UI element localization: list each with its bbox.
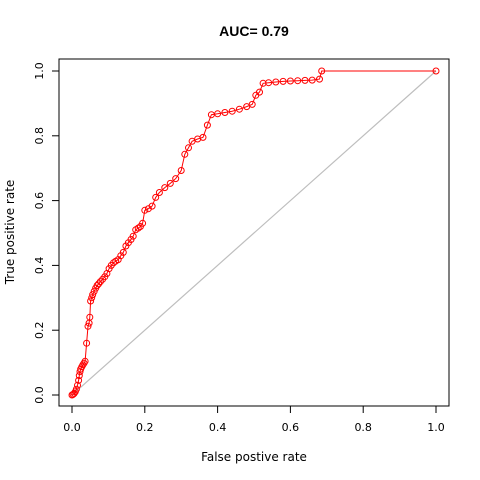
roc-point <box>308 76 316 84</box>
roc-point <box>235 105 243 113</box>
roc-point <box>134 224 142 232</box>
roc-point <box>181 150 189 158</box>
roc-point <box>96 278 104 286</box>
roc-point <box>279 77 287 85</box>
y-tick-label: 0.2 <box>33 321 46 339</box>
diagonal-reference-line <box>71 70 437 396</box>
roc-point <box>90 287 98 295</box>
roc-point <box>75 376 83 384</box>
x-tick-label: 0.0 <box>63 421 81 434</box>
roc-point <box>119 248 127 256</box>
chart-title: AUC= 0.79 <box>219 23 289 39</box>
roc-point <box>83 339 91 347</box>
roc-point <box>81 357 89 365</box>
roc-point <box>86 313 94 321</box>
roc-point <box>72 385 80 393</box>
roc-point <box>70 389 78 397</box>
roc-point <box>152 193 160 201</box>
roc-point <box>129 232 137 240</box>
plot-area: 0.0 0.2 0.4 0.6 0.8 1.0 0.0 0.2 0.4 0.6 0.8 1.0 <box>33 58 450 434</box>
roc-point <box>141 206 149 214</box>
x-axis-label: False postive rate <box>201 450 307 464</box>
roc-point <box>87 297 95 305</box>
roc-point <box>155 189 163 196</box>
roc-point <box>79 361 87 369</box>
y-tick-label: 0.8 <box>33 127 46 145</box>
x-tick-label: 0.8 <box>354 421 372 434</box>
y-tick-label: 0.4 <box>33 257 46 275</box>
roc-point <box>110 259 117 267</box>
roc-point <box>294 77 302 85</box>
x-tick-label: 0.4 <box>209 421 227 434</box>
roc-point <box>84 322 92 330</box>
roc-point <box>256 88 263 96</box>
roc-point <box>172 175 180 183</box>
roc-point <box>248 100 256 108</box>
roc-point <box>265 79 273 87</box>
roc-point <box>301 76 309 84</box>
roc-point <box>199 133 207 141</box>
roc-point <box>166 179 174 187</box>
y-axis-label: True positive rate <box>3 180 17 286</box>
roc-point <box>161 184 169 192</box>
roc-point <box>272 78 280 86</box>
roc-point <box>177 167 185 174</box>
roc-point <box>185 144 192 152</box>
roc-point <box>88 294 96 302</box>
roc-point <box>221 109 229 116</box>
x-tick-label: 1.0 <box>427 421 445 434</box>
roc-point <box>89 291 97 299</box>
roc-point <box>139 219 147 227</box>
roc-point <box>75 372 83 380</box>
x-tick-label: 0.2 <box>136 421 154 434</box>
roc-point <box>74 381 81 389</box>
roc-curve-line <box>71 70 436 396</box>
roc-point <box>214 110 222 118</box>
roc-point <box>203 121 211 129</box>
roc-point <box>148 202 156 210</box>
roc-point <box>286 77 294 85</box>
roc-point <box>228 107 236 115</box>
roc-point <box>316 75 323 83</box>
roc-point <box>318 67 326 75</box>
y-tick-label: 0.6 <box>33 192 46 210</box>
roc-point <box>95 280 103 288</box>
roc-point <box>432 67 440 75</box>
y-tick-label: 1.0 <box>33 62 46 80</box>
y-tick-label: 0.0 <box>33 386 46 404</box>
x-tick-label: 0.6 <box>282 421 300 434</box>
